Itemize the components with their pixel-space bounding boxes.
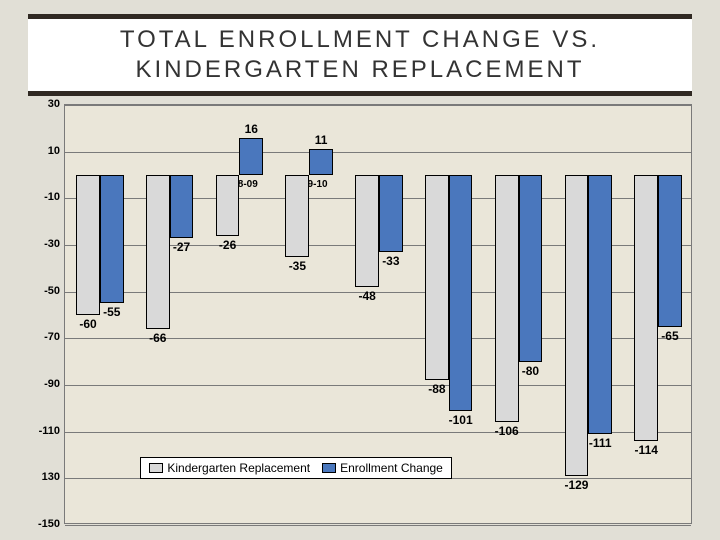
y-tick-label: -50: [44, 285, 60, 297]
value-label: -48: [358, 289, 375, 303]
y-tick-label: -150: [38, 518, 60, 530]
value-label: -111: [589, 436, 612, 450]
bar-kindergarten: [285, 175, 309, 257]
y-tick-label: 30: [48, 98, 60, 110]
value-label: -129: [564, 478, 588, 492]
value-label: -66: [149, 331, 166, 345]
value-label: -65: [661, 329, 678, 343]
legend-swatch: [322, 463, 336, 473]
y-tick-label: -70: [44, 331, 60, 343]
legend-item: Enrollment Change: [322, 461, 443, 475]
y-tick-label: 10: [48, 145, 60, 157]
chart-title: TOTAL ENROLLMENT CHANGE VS. KINDERGARTEN…: [28, 25, 692, 85]
value-label: -33: [382, 254, 399, 268]
value-label: -88: [428, 382, 445, 396]
bar-kindergarten: [634, 175, 658, 441]
bar-enrollment: [658, 175, 682, 327]
gridline: [65, 152, 691, 153]
legend: Kindergarten Replacement Enrollment Chang…: [140, 457, 452, 479]
bar-enrollment: [449, 175, 473, 411]
legend-item: Kindergarten Replacement: [149, 461, 310, 475]
value-label: 16: [245, 122, 258, 136]
value-label: -60: [79, 317, 96, 331]
bar-kindergarten: [425, 175, 449, 380]
y-axis: 3010-10-30-50-70-90-110130-150: [28, 104, 64, 524]
bar-kindergarten: [565, 175, 589, 476]
gridline: [65, 525, 691, 526]
value-label: -106: [495, 424, 519, 438]
value-label: -35: [289, 259, 306, 273]
bar-kindergarten: [355, 175, 379, 287]
bar-enrollment: [519, 175, 543, 362]
value-label: -80: [522, 364, 539, 378]
bar-kindergarten: [146, 175, 170, 329]
y-tick-label: -10: [44, 191, 60, 203]
legend-label: Enrollment Change: [340, 461, 443, 475]
value-label: -101: [449, 413, 473, 427]
bar-enrollment: [588, 175, 612, 434]
value-label: -114: [635, 443, 658, 457]
bar-kindergarten: [76, 175, 100, 315]
y-tick-label: -110: [39, 425, 60, 437]
value-label: -26: [219, 238, 236, 252]
bar-enrollment: [170, 175, 194, 238]
y-tick-label: -30: [44, 238, 60, 250]
chart-area: 3010-10-30-50-70-90-110130-150 2006-07-6…: [28, 104, 692, 524]
legend-label: Kindergarten Replacement: [167, 461, 310, 475]
value-label: -55: [103, 305, 120, 319]
y-tick-label: -90: [44, 378, 60, 390]
value-label: -27: [173, 240, 190, 254]
bar-kindergarten: [495, 175, 519, 422]
y-tick-label: 130: [42, 471, 60, 483]
plot-area: 2006-07-60-552007-08-66-272008-09-261620…: [64, 104, 692, 524]
title-bar: TOTAL ENROLLMENT CHANGE VS. KINDERGARTEN…: [28, 14, 692, 96]
bar-enrollment: [100, 175, 124, 303]
value-label: 11: [315, 133, 328, 147]
bar-enrollment: [239, 138, 263, 175]
bar-enrollment: [309, 149, 333, 175]
legend-swatch: [149, 463, 163, 473]
gridline: [65, 105, 691, 106]
bar-enrollment: [379, 175, 403, 252]
bar-kindergarten: [216, 175, 240, 236]
